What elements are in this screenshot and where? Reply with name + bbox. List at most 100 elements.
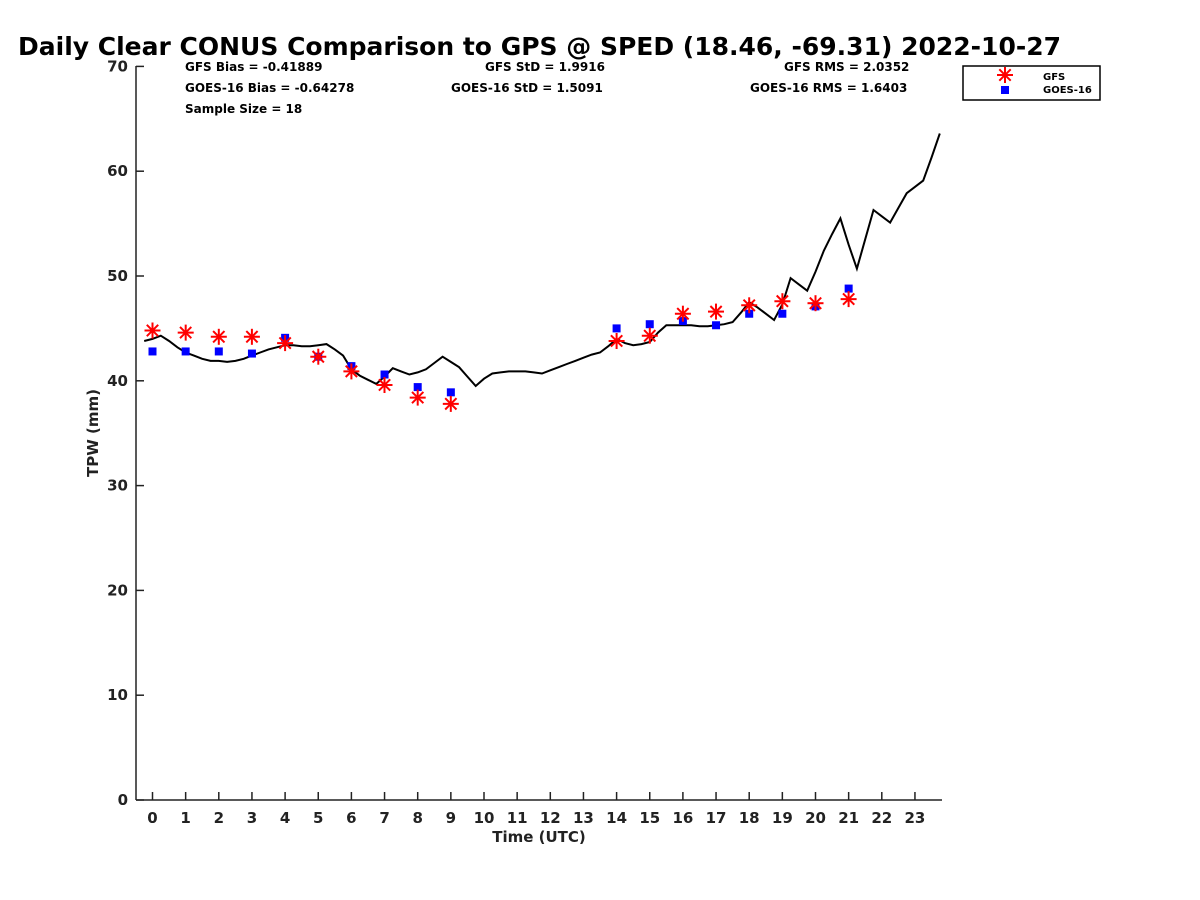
gfs-point [641, 327, 658, 344]
gfs-point [840, 291, 857, 308]
x-tick-label: 11 [507, 809, 528, 827]
y-tick-label: 10 [107, 686, 128, 704]
x-tick-label: 23 [905, 809, 926, 827]
goes-point [413, 383, 422, 392]
gfs-point [774, 293, 791, 310]
y-tick-label: 20 [107, 581, 128, 599]
goes-rms-text: GOES-16 RMS = 1.6403 [750, 81, 907, 95]
x-tick-label: 7 [379, 809, 389, 827]
gfs-bias-text: GFS Bias = -0.41889 [185, 60, 322, 74]
asterisk-stroke [742, 298, 756, 312]
asterisk-stroke [378, 378, 391, 392]
gfs-point [807, 295, 824, 312]
gfs-point [608, 333, 625, 349]
asterisk-stroke [998, 68, 1012, 82]
x-tick-label: 1 [180, 809, 190, 827]
gfs-point [741, 297, 758, 314]
asterisk-stroke [278, 336, 292, 350]
gfs-point [243, 328, 260, 345]
asterisk-stroke [842, 292, 856, 306]
goes-point [380, 370, 389, 379]
x-tick-label: 5 [313, 809, 323, 827]
goes-point [247, 349, 256, 358]
x-tick-label: 20 [805, 809, 826, 827]
gfs-point [277, 335, 294, 352]
legend-goes-label: GOES-16 [1043, 85, 1092, 96]
y-tick-label: 70 [107, 57, 128, 75]
gfs-rms-text: GFS RMS = 2.0352 [784, 60, 909, 74]
gfs-point [708, 303, 724, 320]
y-tick-label: 30 [107, 477, 128, 495]
goes-point [778, 309, 787, 318]
x-tick-label: 2 [214, 809, 224, 827]
gps-series-line [143, 133, 941, 388]
asterisk-stroke [179, 326, 193, 339]
gfs-point [310, 348, 327, 365]
asterisk-stroke [643, 329, 657, 343]
y-tick-label: 60 [107, 162, 128, 180]
asterisk-stroke [709, 305, 723, 319]
y-ticks: 0 10 20 30 40 50 60 70 [107, 57, 144, 809]
asterisk-stroke [411, 391, 425, 404]
x-tick-label: 6 [346, 809, 356, 827]
goes-bias-text: GOES-16 Bias = -0.64278 [185, 81, 354, 95]
asterisk-stroke [245, 330, 259, 344]
asterisk-stroke [444, 397, 458, 411]
goes-series [148, 284, 853, 397]
goes-point [844, 284, 853, 293]
x-tick-label: 4 [280, 809, 290, 827]
x-tick-label: 15 [639, 809, 660, 827]
x-tick-label: 18 [739, 809, 760, 827]
y-tick-label: 40 [107, 372, 128, 390]
gfs-point [376, 377, 393, 393]
gfs-point [674, 305, 691, 322]
goes-std-text: GOES-16 StD = 1.5091 [451, 81, 603, 95]
asterisk-stroke [344, 364, 358, 378]
gfs-point [210, 328, 227, 345]
asterisk-stroke [809, 296, 822, 310]
goes-point [214, 347, 223, 356]
goes-point [712, 321, 721, 330]
goes-point [645, 320, 654, 329]
x-tick-label: 22 [871, 809, 892, 827]
x-tick-label: 0 [147, 809, 157, 827]
gfs-point [409, 389, 426, 406]
sample-size-text: Sample Size = 18 [185, 102, 302, 116]
gfs-std-text: GFS StD = 1.9916 [485, 60, 605, 74]
legend-gfs-label: GFS [1043, 72, 1065, 83]
gfs-point [343, 363, 360, 380]
x-tick-label: 21 [838, 809, 859, 827]
x-tick-label: 9 [446, 809, 456, 827]
goes-point [612, 324, 621, 333]
asterisk-stroke [610, 334, 624, 348]
y-tick-label: 50 [107, 267, 128, 285]
goes-point [745, 309, 754, 318]
x-tick-label: 14 [606, 809, 627, 827]
x-tick-label: 13 [573, 809, 594, 827]
x-tick-label: 16 [672, 809, 693, 827]
goes-point [148, 347, 157, 356]
x-tick-label: 17 [706, 809, 727, 827]
gfs-point [442, 395, 459, 412]
y-axis-label: TPW (mm) [84, 389, 102, 477]
x-axis-label: Time (UTC) [492, 828, 586, 846]
x-tick-label: 12 [540, 809, 561, 827]
asterisk-stroke [212, 330, 226, 344]
legend-gfs-asterisk [997, 67, 1013, 83]
x-tick-label: 3 [247, 809, 257, 827]
asterisk-stroke [676, 307, 690, 321]
asterisk-stroke [146, 324, 159, 337]
goes-point [181, 347, 190, 356]
asterisk-stroke [775, 294, 789, 308]
gfs-series [144, 291, 857, 412]
legend-box [962, 65, 1101, 101]
x-tick-label: 8 [412, 809, 422, 827]
legend-goes-marker [1001, 86, 1009, 94]
legend: GFS GOES-16 [962, 65, 1101, 101]
gfs-point [177, 324, 194, 341]
y-tick-label: 0 [118, 791, 128, 809]
gfs-point [144, 322, 161, 339]
legend-gfs-marker [997, 67, 1013, 83]
asterisk-stroke [311, 350, 325, 364]
